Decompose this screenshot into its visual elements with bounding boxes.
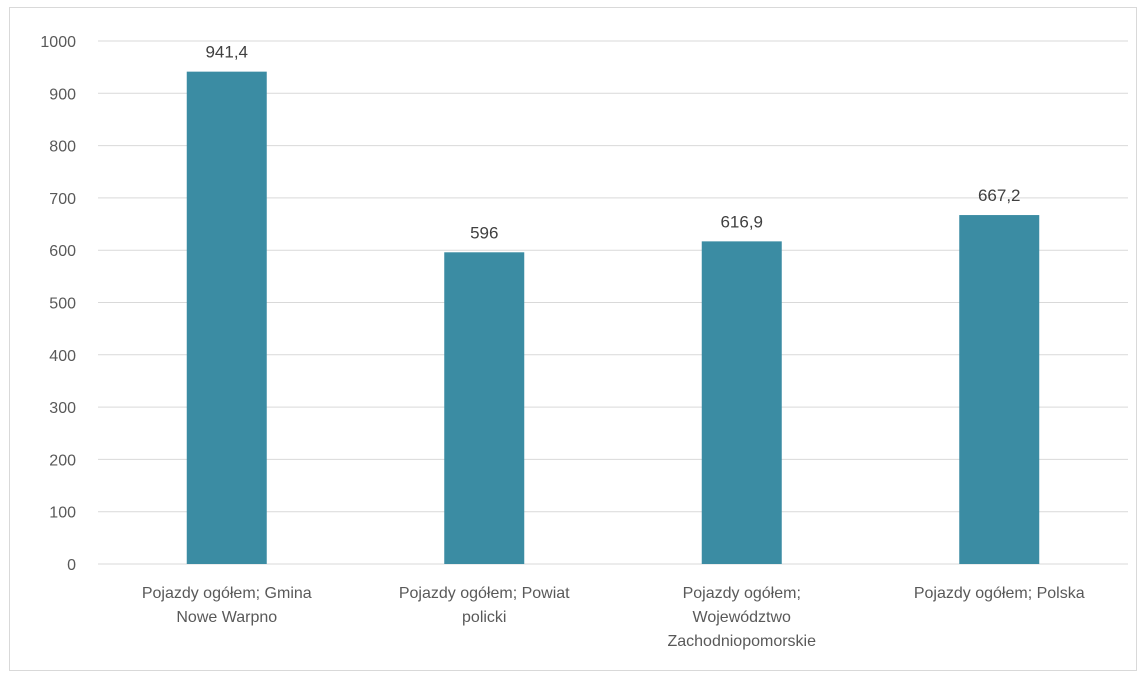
y-tick-label: 600: [49, 243, 76, 260]
data-label-0: 941,4: [205, 43, 248, 62]
y-tick-label: 300: [49, 400, 76, 417]
category-label-0-line-1: Nowe Warpno: [176, 609, 277, 626]
category-label-1-line-0: Pojazdy ogółem; Powiat: [399, 585, 570, 602]
bar-3: [959, 215, 1040, 565]
data-label-1: 596: [470, 223, 498, 242]
bar-0: [186, 71, 267, 564]
y-tick-label: 200: [49, 452, 76, 469]
y-tick-label: 900: [49, 86, 76, 103]
category-label-0-line-0: Pojazdy ogółem; Gmina: [142, 585, 312, 602]
y-tick-label: 0: [67, 557, 76, 574]
y-tick-label: 400: [49, 348, 76, 365]
y-tick-label: 100: [49, 505, 76, 522]
data-label-2: 616,9: [720, 212, 763, 231]
bar-1: [444, 252, 525, 565]
category-label-2-line-0: Pojazdy ogółem;: [683, 585, 801, 602]
y-tick-label: 1000: [40, 34, 76, 51]
category-label-1-line-1: policki: [462, 609, 506, 626]
y-tick-label: 700: [49, 191, 76, 208]
y-tick-label: 800: [49, 139, 76, 156]
y-tick-label: 500: [49, 296, 76, 313]
category-label-2-line-1: Województwo: [693, 609, 792, 626]
bar-2: [701, 241, 782, 564]
data-label-3: 667,2: [978, 186, 1021, 205]
category-label-3-line-0: Pojazdy ogółem; Polska: [914, 585, 1085, 602]
category-label-2-line-2: Zachodniopomorskie: [667, 633, 816, 650]
